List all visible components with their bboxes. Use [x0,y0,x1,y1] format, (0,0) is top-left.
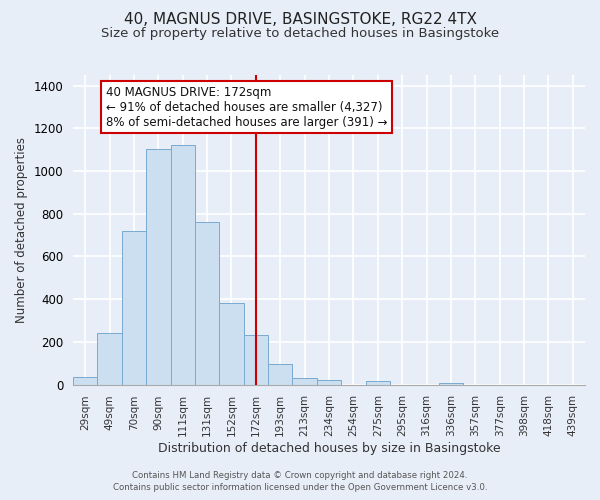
Bar [73,377,97,384]
Bar [122,231,146,384]
Bar [146,148,170,384]
X-axis label: Distribution of detached houses by size in Basingstoke: Distribution of detached houses by size … [158,442,500,455]
Bar [244,336,268,384]
Bar [170,146,195,384]
Bar [439,383,463,384]
Text: 40, MAGNUS DRIVE, BASINGSTOKE, RG22 4TX: 40, MAGNUS DRIVE, BASINGSTOKE, RG22 4TX [124,12,476,28]
Text: 40 MAGNUS DRIVE: 172sqm
← 91% of detached houses are smaller (4,327)
8% of semi-: 40 MAGNUS DRIVE: 172sqm ← 91% of detache… [106,86,388,128]
Text: Size of property relative to detached houses in Basingstoke: Size of property relative to detached ho… [101,28,499,40]
Bar [365,382,390,384]
Bar [292,378,317,384]
Bar [317,380,341,384]
Bar [195,222,220,384]
Bar [268,364,292,384]
Y-axis label: Number of detached properties: Number of detached properties [15,137,28,323]
Text: Contains HM Land Registry data © Crown copyright and database right 2024.
Contai: Contains HM Land Registry data © Crown c… [113,471,487,492]
Bar [97,334,122,384]
Bar [220,304,244,384]
